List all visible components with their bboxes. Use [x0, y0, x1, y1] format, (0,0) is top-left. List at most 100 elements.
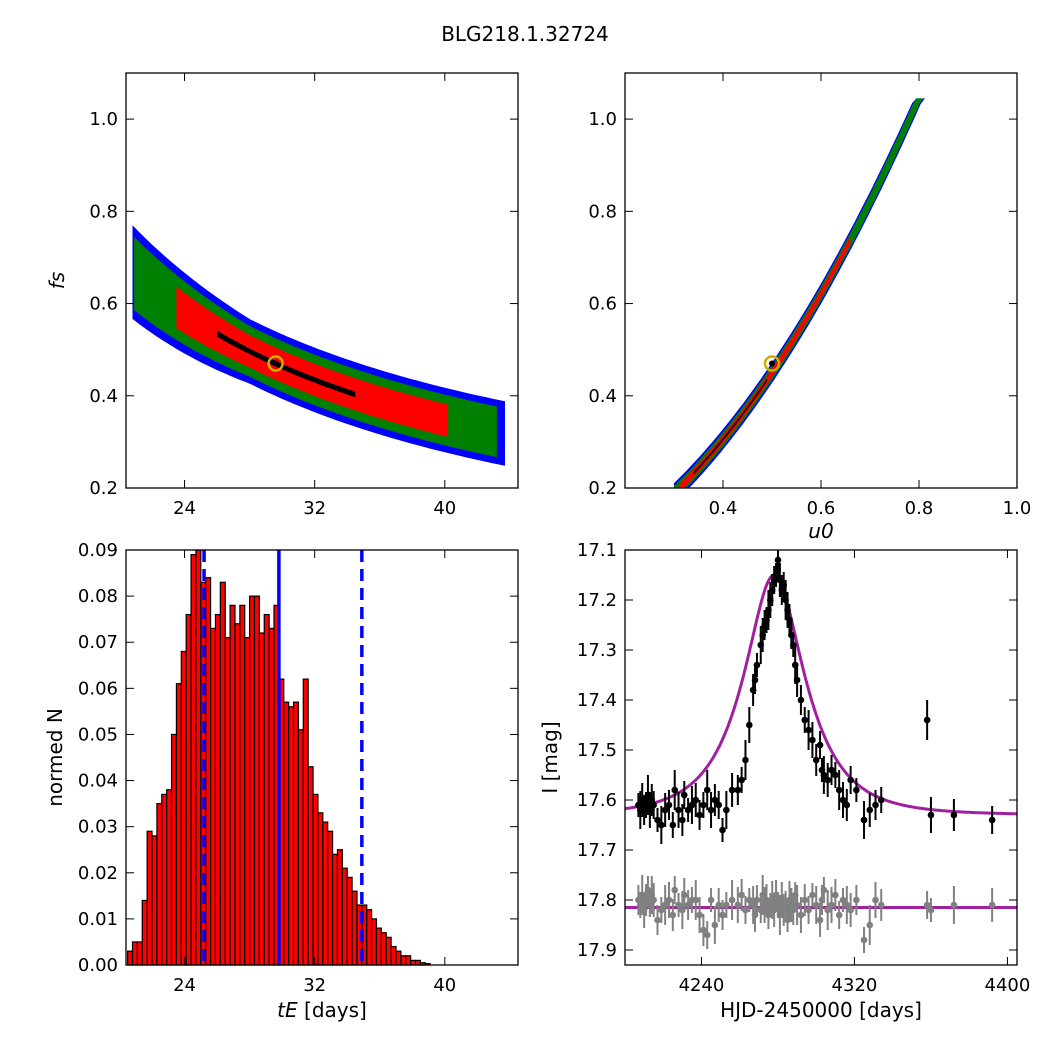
panel-top-left-ytick-label: 0.6: [89, 294, 118, 315]
panel-bottom-right-xlabel: HJD-2450000 [days]: [720, 998, 922, 1022]
panel-bottom-right-point: [828, 766, 835, 774]
panel-bottom-left-ytick-label: 0.03: [78, 817, 118, 838]
panel-bottom-right-point: [805, 906, 812, 914]
panel-bottom-right-point: [832, 771, 839, 779]
panel-bottom-right-point: [669, 911, 677, 919]
panel-bottom-right-point: [801, 716, 809, 724]
panel-top-left-axes: 24 32 40 0.2 0.4 0.6 0.8 1.0: [89, 72, 519, 519]
panel-bottom-left-axes: 24 32 40 0.00 0.01 0.02 0.03 0.04 0.05 0.06 0.07 0.…: [78, 540, 519, 996]
panel-bottom-left-bar: [317, 812, 324, 966]
panel-bottom-left-bar: [234, 623, 241, 966]
panel-bottom-right-point: [950, 811, 958, 819]
panel-bottom-left-ytick-label: 0.06: [78, 678, 118, 699]
panel-bottom-right-point: [707, 806, 715, 814]
panel-top-left-ytick-label: 1.0: [89, 109, 118, 130]
panel-bottom-right-point: [711, 796, 719, 804]
panel-bottom-left-bar: [346, 876, 353, 966]
panel-bottom-left-bar: [302, 678, 309, 966]
panel-bottom-right-point: [723, 806, 730, 814]
panel-bottom-left-bar: [141, 899, 148, 966]
panel-top-right-xlabel: u0: [808, 519, 833, 543]
panel-top-right-ytick-label: 0.2: [588, 478, 617, 499]
panel-bottom-right-point: [715, 901, 722, 909]
panel-top-left-best-fit-dot: [272, 360, 279, 367]
panel-bottom-right-point: [675, 901, 682, 909]
panel-top-right-ytick-label: 0.6: [588, 294, 617, 315]
panel-bottom-left-bar: [180, 650, 187, 966]
panel-bottom-left-bar: [297, 729, 304, 966]
panel-bottom-left-ytick-label: 0.04: [78, 771, 118, 792]
panel-bottom-left-bar: [224, 637, 231, 966]
panel-bottom-right-point: [661, 901, 669, 909]
panel-bottom-right-point: [843, 901, 851, 909]
panel-bottom-right-point: [671, 786, 679, 794]
panel-top-right-frame: [624, 72, 1018, 489]
panel-bottom-right-point: [688, 801, 696, 809]
panel-top-left-best-fit-ring: [267, 355, 284, 372]
panel-bottom-right-point: [872, 801, 879, 809]
panel-bottom-left-bar: [327, 830, 334, 966]
panel-bottom-left-bar: [249, 595, 256, 966]
panel-bottom-right-point: [866, 921, 874, 929]
panel-bottom-right-point: [877, 901, 885, 909]
panel-bottom-left-ytick-label: 0.07: [78, 632, 118, 653]
panel-bottom-right-point: [734, 786, 742, 794]
panel-bottom-left-xtick-label: 24: [173, 975, 196, 996]
panel-top-right-xtick-label: 1.0: [1003, 498, 1032, 519]
panel-bottom-left-xtick-label: 40: [433, 975, 456, 996]
panel-bottom-right-ytick-label: 17.5: [577, 740, 617, 761]
panel-bottom-right-point: [847, 906, 854, 914]
panel-top-right-best-fit-dot: [769, 360, 775, 367]
panel-bottom-right-point: [650, 801, 657, 809]
panel-bottom-left-bar: [263, 613, 270, 966]
panel-bottom-left-bar: [400, 955, 407, 966]
panel-bottom-right-point: [789, 906, 797, 914]
panel-bottom-left-bar: [385, 936, 392, 966]
panel-bottom-right-point: [742, 756, 749, 764]
panel-bottom-right-point: [816, 741, 824, 749]
panel-bottom-right-point: [828, 901, 835, 909]
panel-bottom-left-bar: [258, 632, 265, 966]
panel-bottom-left-bar: [312, 793, 319, 966]
panel-bottom-left-bar: [205, 577, 212, 966]
panel-bottom-left-bar: [166, 789, 173, 966]
panel-bottom-right-ytick-label: 17.8: [577, 890, 617, 911]
panel-bottom-left-bar: [390, 945, 397, 966]
panel-bottom-right-point: [745, 896, 753, 904]
panel-bottom-right-ytick-label: 17.6: [577, 790, 617, 811]
panel-bottom-right-model-curve: [625, 573, 1017, 816]
panel-bottom-left-bar: [219, 581, 226, 966]
panel-bottom-right-point: [988, 901, 996, 909]
panel-bottom-left-ytick-label: 0.08: [78, 586, 118, 607]
panel-bottom-right-point: [654, 816, 661, 824]
panel-bottom-right-point: [782, 901, 789, 909]
panel-bottom-right-point: [824, 906, 831, 914]
panel-top-left-ytick-label: 0.2: [89, 478, 118, 499]
panel-top-left-band-inner: [176, 286, 449, 437]
panel-bottom-right-point: [679, 816, 686, 824]
panel-bottom-right-point: [692, 896, 700, 904]
panel-bottom-right-point: [793, 676, 801, 684]
panel-top-left-xtick-label: 24: [173, 498, 196, 519]
panel-bottom-left-bar: [170, 733, 178, 966]
panel-bottom-left-ytick-label: 0.00: [78, 955, 118, 976]
panel-bottom-right-point: [723, 901, 730, 909]
panel-bottom-left-bar: [161, 793, 168, 966]
panel-bottom-right-point: [866, 806, 874, 814]
panel-bottom-right-point: [650, 896, 657, 904]
panel-top-left-ytick-label: 0.8: [89, 201, 118, 222]
panel-top-right-xtick-label: 0.6: [807, 498, 836, 519]
panel-bottom-left-bar: [229, 604, 236, 966]
panel-bottom-right-ytick-label: 17.3: [577, 640, 617, 661]
panel-bottom-left-bar: [190, 554, 197, 966]
panel-bottom-right-point: [923, 716, 931, 724]
panel-bottom-right-point: [753, 896, 761, 904]
panel-bottom-right-xtick-label: 4400: [985, 975, 1031, 996]
panel-bottom-left-bar: [244, 637, 251, 966]
panel-bottom-right-point: [832, 891, 839, 899]
panel-bottom-right-point: [661, 806, 669, 814]
panel-bottom-left-bar: [185, 613, 192, 966]
panel-bottom-right-point: [692, 796, 700, 804]
panel-bottom-right-point: [927, 811, 935, 819]
